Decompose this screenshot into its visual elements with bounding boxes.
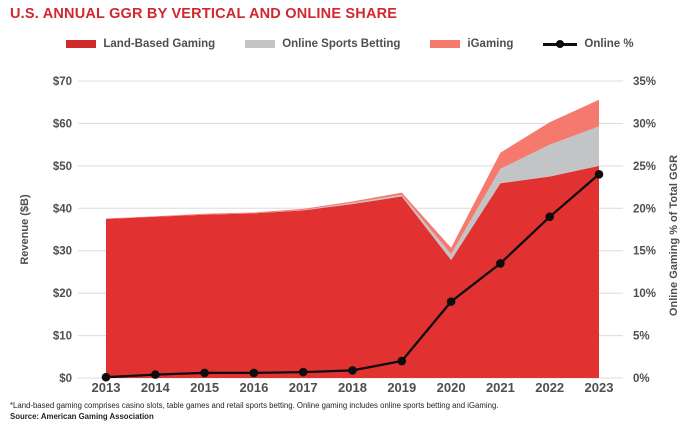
legend-line-marker-icon: [543, 39, 578, 49]
legend-label-land-based-gaming: Land-Based Gaming: [103, 38, 216, 50]
x-axis-year-label: 2018: [338, 380, 367, 395]
left-axis-tick-label: $50: [53, 161, 72, 173]
legend-item-land-based-gaming: Land-Based Gaming: [66, 38, 215, 50]
x-axis-year-label: 2023: [585, 380, 614, 395]
left-axis-tick-label: $10: [53, 331, 72, 343]
left-axis-tick-label: $70: [53, 76, 72, 88]
legend-label-igaming: iGaming: [467, 38, 514, 50]
left-axis-tick-label: $20: [53, 288, 72, 300]
right-axis-tick-label: 5%: [633, 331, 650, 343]
legend-item-igaming: iGaming: [430, 38, 513, 50]
online-pct-point: [545, 212, 554, 222]
x-axis-year-label: 2021: [486, 380, 515, 395]
x-axis-year-label: 2022: [535, 380, 564, 395]
chart-source: Source: American Gaming Association: [10, 412, 154, 421]
x-axis-year-label: 2016: [239, 380, 268, 395]
legend-label-online-sports-betting: Online Sports Betting: [282, 38, 401, 50]
x-axis-year-label: 2014: [141, 380, 171, 395]
online-pct-point: [397, 356, 407, 366]
right-axis-tick-label: 25%: [633, 161, 656, 173]
ggr-stacked-area-chart: $0 0% $10 5% $20 10% $30 15% $40 20% $50 25% $60 30% $…: [19, 76, 680, 395]
x-axis-year-label: 2013: [92, 380, 121, 395]
legend-swatch-land-based-gaming: [66, 40, 97, 48]
chart-legend: Land-Based Gaming Online Sports Betting iG…: [0, 38, 700, 50]
x-axis-year-label: 2019: [387, 380, 416, 395]
online-pct-point: [348, 366, 357, 375]
online-pct-point: [496, 259, 505, 268]
legend-item-online-sports-betting: Online Sports Betting: [245, 38, 400, 50]
right-axis-tick-label: 35%: [633, 76, 656, 88]
left-axis-tick-label: $30: [53, 246, 72, 258]
online-pct-point: [200, 368, 209, 378]
online-pct-point: [249, 368, 259, 378]
left-axis-tick-label: $0: [59, 373, 72, 385]
area-land-based-gaming: [106, 165, 599, 378]
legend-swatch-online-sports-betting: [245, 40, 276, 48]
right-axis-tick-label: 20%: [633, 203, 656, 215]
online-pct-point: [151, 370, 160, 379]
right-axis-tick-label: 0%: [633, 373, 650, 385]
legend-item-online: Online %: [543, 38, 634, 50]
right-axis-title: Online Gaming % of Total GGR: [668, 155, 680, 316]
right-axis-tick-label: 10%: [633, 288, 656, 300]
left-axis-tick-label: $40: [53, 203, 72, 215]
x-axis-year-label: 2017: [289, 380, 318, 395]
chart-footnote: *Land-based gaming comprises casino slot…: [10, 401, 499, 410]
legend-swatch-igaming: [430, 40, 461, 48]
right-axis-tick-label: 30%: [633, 118, 656, 130]
online-pct-point: [594, 170, 604, 179]
online-pct-point: [446, 297, 456, 306]
online-pct-point: [101, 372, 111, 382]
left-axis-title: Revenue ($B): [19, 194, 31, 265]
legend-label-online: Online %: [584, 38, 634, 50]
right-axis-tick-label: 15%: [633, 246, 656, 258]
page-title: U.S. ANNUAL GGR BY VERTICAL AND ONLINE S…: [10, 6, 398, 22]
x-axis-year-label: 2015: [190, 380, 219, 395]
x-axis-year-label: 2020: [437, 380, 466, 395]
left-axis-tick-label: $60: [53, 118, 72, 130]
online-pct-point: [298, 367, 308, 377]
